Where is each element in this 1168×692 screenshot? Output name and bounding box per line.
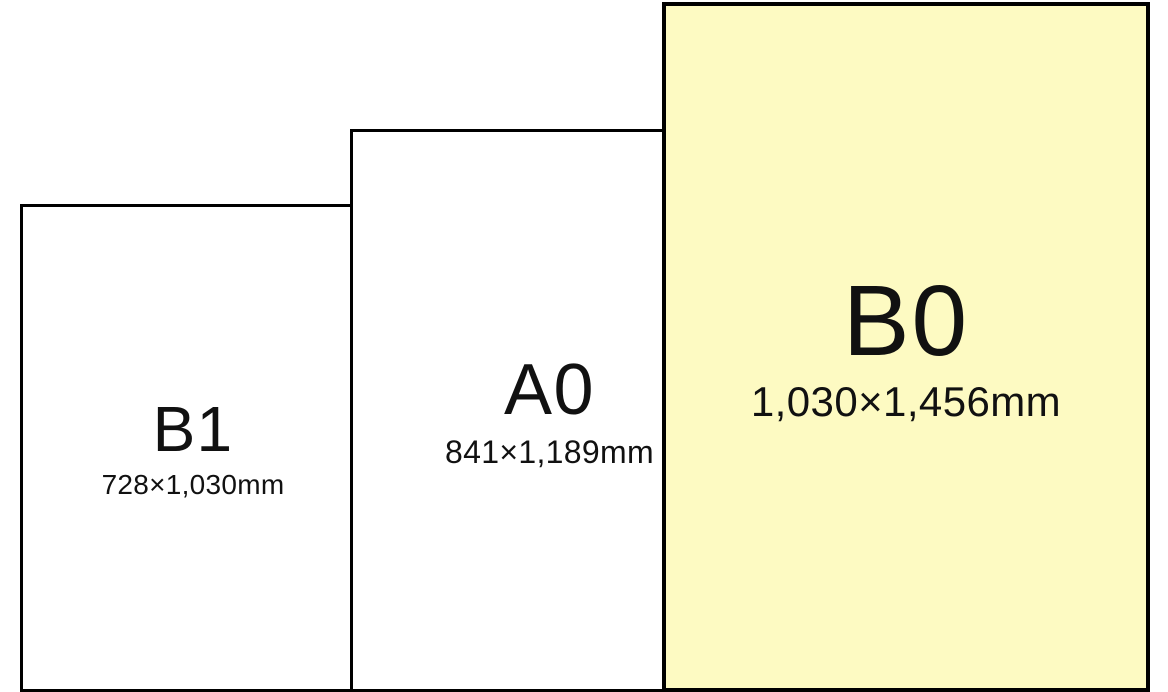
sheet-a0-title: A0 xyxy=(504,354,595,426)
sheet-b1-dimensions: 728×1,030mm xyxy=(102,471,285,499)
sheet-b0: B0 1,030×1,456mm xyxy=(662,2,1150,692)
paper-size-diagram: B1 728×1,030mm A0 841×1,189mm B0 1,030×1… xyxy=(0,0,1168,692)
sheet-b1: B1 728×1,030mm xyxy=(20,204,366,692)
sheet-b0-title: B0 xyxy=(843,271,969,371)
sheet-b1-title: B1 xyxy=(153,397,234,461)
sheet-a0-dimensions: 841×1,189mm xyxy=(445,436,654,468)
sheet-b0-dimensions: 1,030×1,456mm xyxy=(751,381,1061,423)
